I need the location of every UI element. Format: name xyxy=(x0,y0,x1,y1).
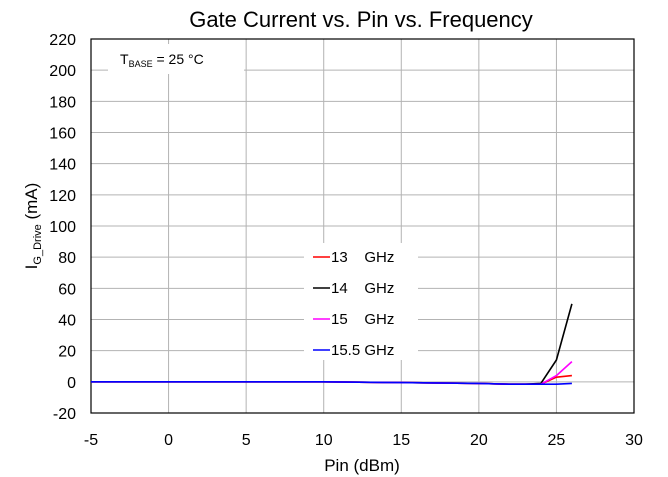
y-tick-label: 40 xyxy=(58,313,76,330)
temperature-annotation: TBASE = 25 °C xyxy=(108,44,244,74)
y-tick-label: 100 xyxy=(49,219,76,236)
legend: 13 GHz 14 GHz 15 GHz 15.5 GHz xyxy=(304,243,418,360)
plot-frame xyxy=(90,38,635,414)
series-line xyxy=(91,374,572,386)
annotation-main: T xyxy=(120,51,129,67)
y-tick-label: 200 xyxy=(49,63,76,80)
y-tick-label: 80 xyxy=(58,250,76,267)
legend-background xyxy=(304,243,418,360)
x-tick-labels: -5 0 5 10 15 20 25 30 xyxy=(84,432,643,449)
y-tick-label: 60 xyxy=(58,281,76,298)
y-axis-label: IG_Drive (mA) xyxy=(22,183,44,270)
x-tick-label: 10 xyxy=(315,432,333,449)
x-tick-label: 5 xyxy=(242,432,251,449)
y-tick-label: 220 xyxy=(49,32,76,49)
y-tick-label: 180 xyxy=(49,94,76,111)
y-tick-label: 160 xyxy=(49,126,76,143)
x-axis-label: Pin (dBm) xyxy=(324,456,400,475)
annotation-background xyxy=(108,44,244,74)
y-tick-label: 20 xyxy=(58,344,76,361)
series-line xyxy=(91,361,573,386)
y-tick-label: 120 xyxy=(49,188,76,205)
x-tick-label: 0 xyxy=(164,432,173,449)
x-tick-label: 25 xyxy=(548,432,566,449)
x-tick-label: -5 xyxy=(84,432,98,449)
legend-label: 14 GHz xyxy=(331,280,394,297)
x-tick-label: 20 xyxy=(470,432,488,449)
y-axis-label-main: I xyxy=(22,265,41,270)
grid xyxy=(91,39,634,413)
legend-label: 13 GHz xyxy=(331,249,394,266)
x-tick-label: 15 xyxy=(392,432,410,449)
legend-label: 15 GHz xyxy=(331,311,394,328)
x-tick-label: 30 xyxy=(625,432,643,449)
y-tick-label: 0 xyxy=(67,375,76,392)
y-tick-label: 140 xyxy=(49,157,76,174)
y-tick-labels: -20 0 20 40 60 80 100 120 140 160 180 200 220 xyxy=(49,32,76,423)
series-lines xyxy=(91,303,573,386)
y-axis-label-suffix: (mA) xyxy=(22,183,41,225)
y-tick-label: -20 xyxy=(53,406,76,423)
legend-label: 15.5 GHz xyxy=(331,342,394,359)
annotation-text: TBASE = 25 °C xyxy=(120,51,204,69)
annotation-suffix: = 25 °C xyxy=(153,51,204,67)
series-line xyxy=(91,380,572,386)
chart-title: Gate Current vs. Pin vs. Frequency xyxy=(189,7,533,32)
annotation-sub: BASE xyxy=(129,59,153,69)
y-axis-label-sub: G_Drive xyxy=(32,224,44,264)
